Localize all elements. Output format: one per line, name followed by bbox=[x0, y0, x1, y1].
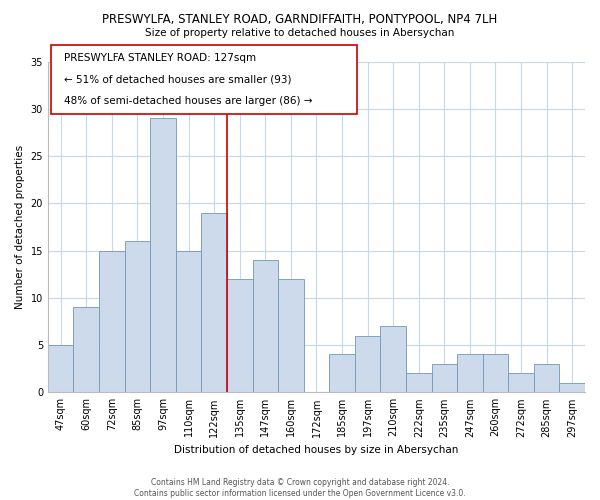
Bar bbox=[48, 345, 73, 393]
Y-axis label: Number of detached properties: Number of detached properties bbox=[15, 145, 25, 309]
Bar bbox=[202, 212, 227, 392]
Bar bbox=[431, 364, 457, 392]
Bar bbox=[176, 250, 202, 392]
Text: PRESWYLFA STANLEY ROAD: 127sqm: PRESWYLFA STANLEY ROAD: 127sqm bbox=[64, 53, 256, 63]
Bar bbox=[457, 354, 482, 393]
Bar bbox=[406, 374, 431, 392]
Text: Size of property relative to detached houses in Abersychan: Size of property relative to detached ho… bbox=[145, 28, 455, 38]
Bar bbox=[99, 250, 125, 392]
Bar bbox=[355, 336, 380, 392]
Bar bbox=[329, 354, 355, 393]
Bar bbox=[508, 374, 534, 392]
Bar bbox=[534, 364, 559, 392]
Text: Contains HM Land Registry data © Crown copyright and database right 2024.
Contai: Contains HM Land Registry data © Crown c… bbox=[134, 478, 466, 498]
Bar bbox=[227, 279, 253, 392]
X-axis label: Distribution of detached houses by size in Abersychan: Distribution of detached houses by size … bbox=[174, 445, 458, 455]
Bar bbox=[482, 354, 508, 393]
Bar bbox=[278, 279, 304, 392]
Bar bbox=[125, 241, 150, 392]
Bar bbox=[150, 118, 176, 392]
FancyBboxPatch shape bbox=[50, 45, 357, 114]
Text: PRESWYLFA, STANLEY ROAD, GARNDIFFAITH, PONTYPOOL, NP4 7LH: PRESWYLFA, STANLEY ROAD, GARNDIFFAITH, P… bbox=[103, 12, 497, 26]
Bar bbox=[380, 326, 406, 392]
Text: 48% of semi-detached houses are larger (86) →: 48% of semi-detached houses are larger (… bbox=[64, 96, 313, 106]
Bar bbox=[253, 260, 278, 392]
Bar bbox=[559, 383, 585, 392]
Text: ← 51% of detached houses are smaller (93): ← 51% of detached houses are smaller (93… bbox=[64, 74, 292, 85]
Bar bbox=[73, 307, 99, 392]
